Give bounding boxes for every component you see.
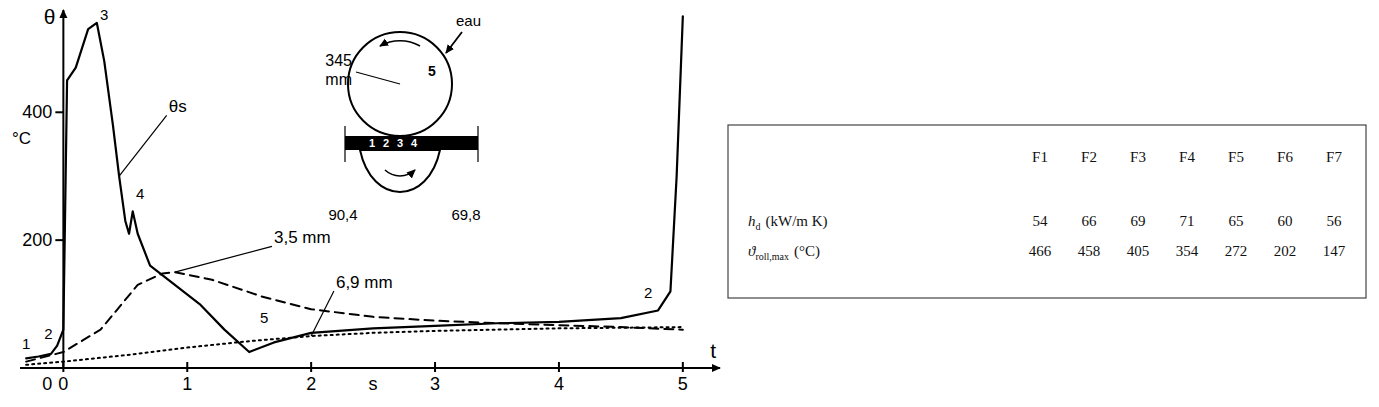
y-tick-label: 400: [22, 102, 52, 122]
x-tick-label: 4: [554, 374, 564, 394]
table-cell: 56: [1327, 213, 1343, 229]
table-cell: 60: [1278, 213, 1293, 229]
strip-end-right: [477, 126, 478, 162]
leader-line: [119, 115, 167, 176]
column-header: F3: [1130, 149, 1146, 165]
row-label: hd (kW/m K): [748, 213, 828, 232]
series-line: [26, 272, 683, 362]
figure: 0123450200400θ°Ctsθs3,5 mm6,9 mm12345234…: [0, 0, 1379, 407]
work-roll: [348, 32, 452, 136]
row-symbol: h: [748, 213, 756, 229]
x-tick-label: 0: [58, 374, 68, 394]
series-label: 3,5 mm: [274, 228, 331, 247]
y-tick: [55, 367, 63, 369]
table-cell: 272: [1225, 243, 1248, 259]
contact-point-label: 2: [383, 137, 389, 149]
table-cell: 202: [1274, 243, 1297, 259]
column-header: F4: [1179, 149, 1195, 165]
page: {"chart_data": {"type": "line", "y_label…: [0, 0, 1379, 407]
roll-diagram: 345mmeau1234590,469,8: [325, 12, 481, 223]
x-tick-label: 3: [430, 374, 440, 394]
table: F1F2F3F4F5F6F7hd(kW/m K)54666971656056ϑr…: [728, 125, 1366, 298]
x-tick: [682, 362, 684, 372]
radius-label-line: 345: [325, 52, 352, 69]
x-axis-title: t: [710, 339, 716, 362]
back-roll: [360, 150, 440, 192]
rotation-arrow: [385, 170, 415, 176]
series-lines: [26, 16, 683, 364]
x-tick: [186, 362, 188, 372]
radius-label-line: mm: [325, 71, 352, 88]
radius-line: [356, 72, 400, 84]
series-label: θs: [169, 97, 187, 116]
y-axis-title: θ: [44, 5, 56, 28]
point-annotation: 4: [136, 185, 144, 202]
row-unit: (kW/m K): [766, 213, 828, 230]
contact-point-label: 1: [369, 137, 375, 149]
column-header: F5: [1228, 149, 1244, 165]
exit-label: 69,8: [451, 206, 480, 223]
column-header: F7: [1326, 149, 1342, 165]
x-axis-unit: s: [369, 374, 378, 394]
row-label: ϑroll,max(°C): [748, 243, 820, 262]
column-header: F1: [1032, 149, 1048, 165]
table-frame: [728, 125, 1366, 298]
leader-line: [311, 291, 334, 336]
table-cell: 466: [1029, 243, 1052, 259]
contact-point-label: 3: [397, 137, 403, 149]
point-annotation: 2: [644, 284, 652, 301]
water-label: eau: [456, 12, 481, 29]
x-tick: [434, 362, 436, 372]
column-header: F6: [1277, 149, 1293, 165]
table-cell: 65: [1229, 213, 1244, 229]
table-cell: 147: [1323, 243, 1346, 259]
contact-point-label: 5: [428, 63, 436, 79]
strip-end-left: [344, 126, 345, 162]
x-tick: [310, 362, 312, 372]
point-annotation: 1: [22, 335, 30, 352]
table-cell: 405: [1127, 243, 1150, 259]
column-header: F2: [1081, 149, 1097, 165]
series-line: [26, 16, 683, 358]
annotations: 123452: [22, 6, 652, 352]
y-tick-label: 200: [22, 230, 52, 250]
table-cell: 71: [1180, 213, 1195, 229]
x-axis: [20, 367, 720, 369]
row-subscript: d: [756, 221, 761, 232]
y-tick: [55, 239, 63, 241]
x-tick-label: 1: [182, 374, 192, 394]
point-annotation: 2: [44, 325, 52, 342]
contact-point-label: 4: [411, 137, 418, 149]
y-tick: [55, 111, 63, 113]
table-cell: 458: [1078, 243, 1101, 259]
point-annotation: 3: [100, 6, 108, 23]
table-cell: 66: [1082, 213, 1098, 229]
table-cell: 54: [1033, 213, 1049, 229]
entry-label: 90,4: [328, 206, 357, 223]
series-label: 6,9 mm: [336, 273, 393, 292]
radius-label: 345 mm: [325, 52, 352, 88]
x-tick-label: 2: [306, 374, 316, 394]
x-tick-label: 5: [678, 374, 688, 394]
series-line: [26, 327, 683, 365]
water-arrow: [446, 32, 462, 53]
row-subscript: roll,max: [755, 251, 789, 262]
series-labels: θs 3,5 mm 6,9 mm: [119, 97, 393, 336]
row-unit: (°C): [794, 243, 820, 260]
table-cell: 354: [1176, 243, 1199, 259]
point-annotation: 5: [260, 309, 268, 326]
y-tick-label: 0: [42, 374, 52, 394]
y-axis-unit: °C: [12, 129, 31, 148]
x-tick: [558, 362, 560, 372]
rotation-arrow: [380, 41, 420, 46]
strip: [345, 136, 478, 150]
table-cell: 69: [1131, 213, 1146, 229]
chart: 0123450200400θ°Ctsθs3,5 mm6,9 mm123452: [12, 5, 720, 394]
leader-line: [175, 246, 272, 272]
